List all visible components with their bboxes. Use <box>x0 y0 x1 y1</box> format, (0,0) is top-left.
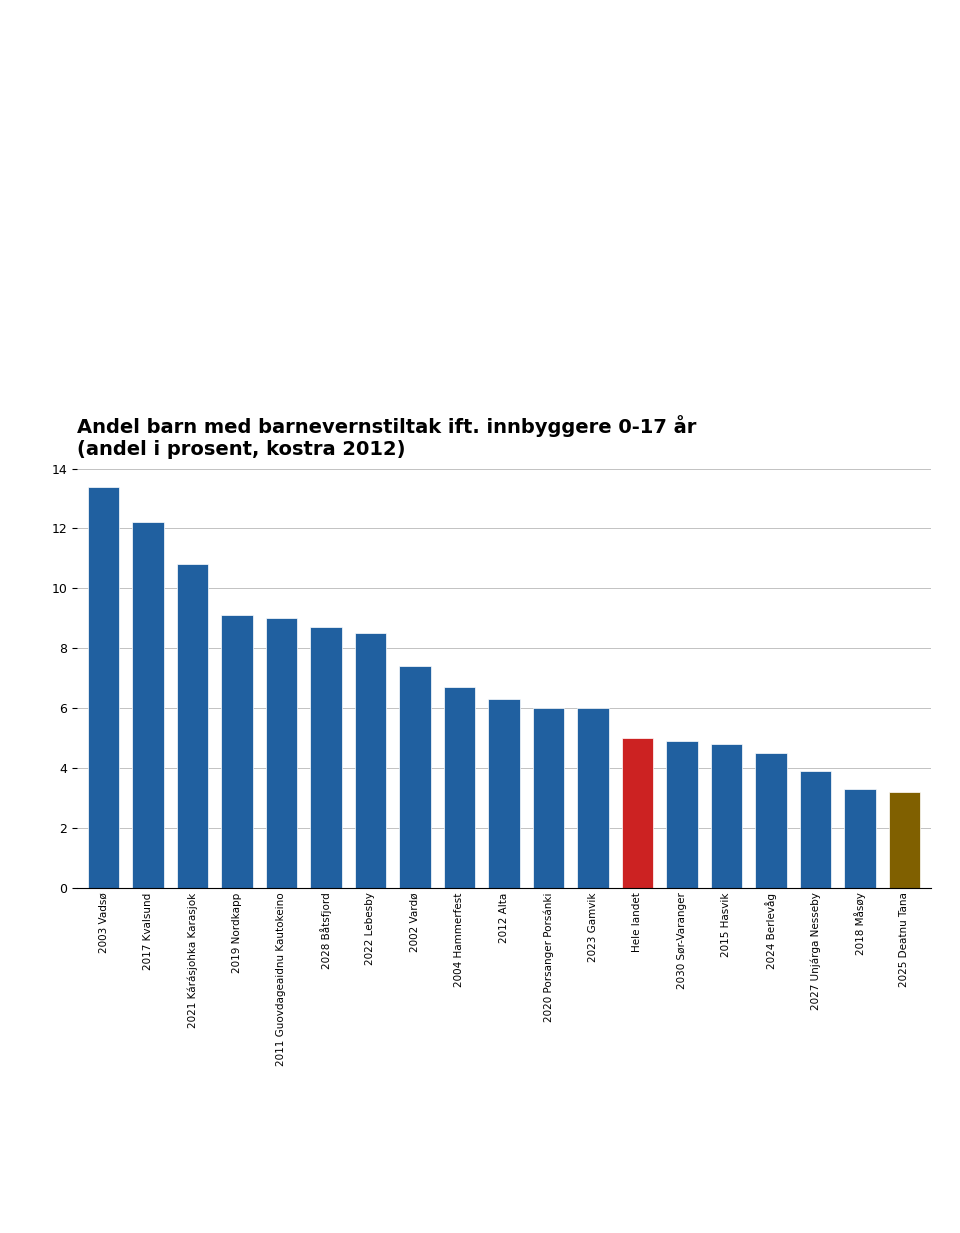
Bar <box>800 771 831 888</box>
Bar <box>310 628 342 888</box>
Bar <box>444 687 475 888</box>
Bar <box>845 789 876 888</box>
Text: Andel barn med barnevernstiltak ift. innbyggere 0-17 år
(andel i prosent, kostra: Andel barn med barnevernstiltak ift. inn… <box>77 414 696 459</box>
Bar <box>622 739 653 888</box>
Bar <box>577 708 609 888</box>
Bar <box>756 753 786 888</box>
Bar <box>177 565 208 888</box>
Bar <box>222 615 252 888</box>
Bar <box>711 743 742 888</box>
Bar <box>489 699 519 888</box>
Bar <box>355 634 386 888</box>
Bar <box>88 487 119 888</box>
Bar <box>533 708 564 888</box>
Bar <box>399 666 431 888</box>
Bar <box>132 523 163 888</box>
Bar <box>889 792 920 888</box>
Bar <box>666 741 698 888</box>
Bar <box>266 618 297 888</box>
